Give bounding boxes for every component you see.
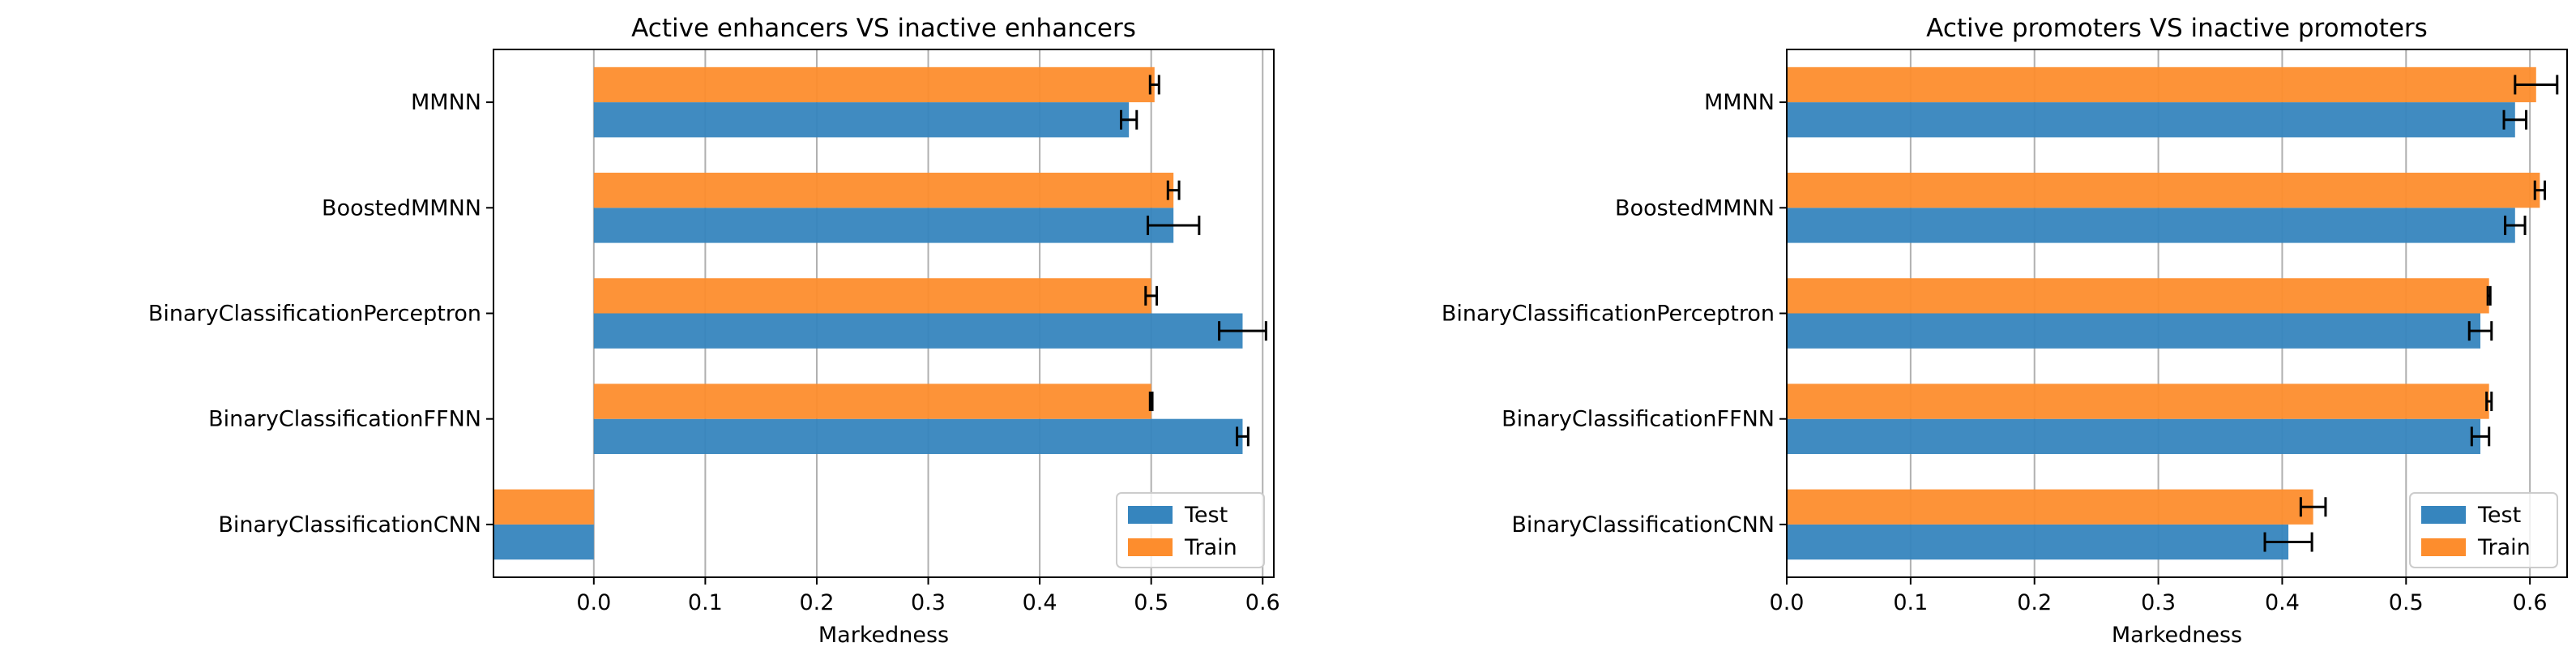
x-tick-label: 0.4 (1023, 590, 1057, 615)
chart-panel-1: 0.0 0.1 0.2 0.3 0.4 0.5 0.6 MMNN BoostedMMNN Bina… (148, 14, 1280, 648)
y-tick-label: BinaryClassificationPerceptron (1442, 302, 1775, 327)
y-tick-label: BinaryClassificationCNN (218, 512, 481, 538)
y-tick-label: MMNN (411, 90, 481, 115)
legend-swatch-test (1128, 506, 1173, 524)
x-tick-label: 0.3 (911, 590, 946, 615)
bar-test (593, 208, 1174, 243)
y-tick-label: BinaryClassificationPerceptron (148, 302, 481, 327)
x-tick-label: 0.4 (2265, 590, 2300, 615)
bar-train (593, 383, 1151, 419)
x-tick-label: 0.5 (2389, 590, 2424, 615)
bar-train (1787, 173, 2540, 208)
bar-test (1787, 418, 2480, 454)
chart-title: Active promoters VS inactive promoters (1926, 14, 2428, 43)
y-tick-label: BinaryClassificationFFNN (208, 407, 481, 432)
bar-train (493, 489, 594, 525)
y-tick-label: MMNN (1704, 90, 1775, 115)
bar-test (493, 524, 594, 560)
bar-train (593, 173, 1174, 208)
y-tick-label: BoostedMMNN (1615, 195, 1775, 221)
bar-test (1787, 102, 2515, 138)
bar-train (1787, 383, 2489, 419)
x-tick-label: 0.2 (2017, 590, 2052, 615)
bar-train (593, 278, 1151, 314)
bar-test (593, 418, 1243, 454)
legend-swatch-test (2421, 506, 2466, 524)
x-tick-label: 0.2 (799, 590, 834, 615)
x-tick-label: 0.0 (576, 590, 611, 615)
y-tick-label: BinaryClassificationFFNN (1502, 407, 1775, 432)
bar-train (1787, 66, 2536, 103)
legend: Test Train (2409, 492, 2558, 568)
x-tick-label: 0.6 (1245, 590, 1280, 615)
bar-test (1787, 524, 2289, 560)
x-tick-label: 0.1 (1893, 590, 1928, 615)
chart-panel-2: 0.0 0.1 0.2 0.3 0.4 0.5 0.6 MMNN BoostedMMNN Bina… (1442, 14, 2568, 648)
legend-label-test: Test (2477, 503, 2521, 528)
bar-test (1787, 208, 2515, 243)
legend-swatch-train (2421, 538, 2466, 556)
bar-train (1787, 278, 2489, 314)
legend-label-train: Train (1184, 535, 1237, 560)
legend-label-train: Train (2477, 535, 2531, 560)
x-tick-label: 0.1 (688, 590, 723, 615)
legend: Test Train (1116, 492, 1265, 568)
bar-test (1787, 313, 2480, 349)
x-tick-label: 0.6 (2513, 590, 2548, 615)
bar-test (593, 313, 1243, 349)
y-tick-label: BoostedMMNN (322, 195, 481, 221)
bar-train (593, 66, 1155, 103)
x-tick-label: 0.5 (1134, 590, 1168, 615)
x-axis-label: Markedness (2112, 623, 2242, 648)
y-tick-label: BinaryClassificationCNN (1511, 512, 1775, 538)
chart-title: Active enhancers VS inactive enhancers (631, 14, 1136, 43)
x-tick-label: 0.0 (1770, 590, 1805, 615)
legend-swatch-train (1128, 538, 1173, 556)
x-tick-label: 0.3 (2141, 590, 2176, 615)
legend-label-test: Test (1184, 503, 1228, 528)
bar-test (593, 102, 1130, 138)
bar-train (1787, 489, 2313, 525)
x-axis-label: Markedness (818, 623, 949, 648)
